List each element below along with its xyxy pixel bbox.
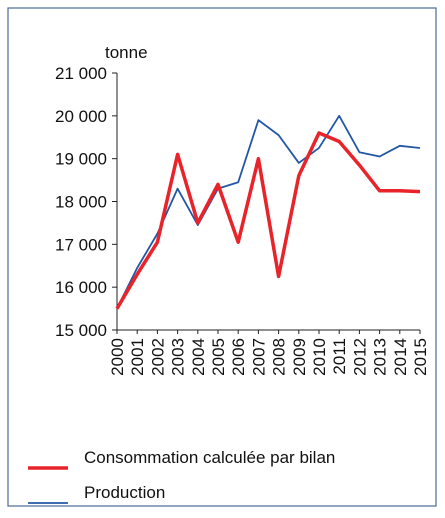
x-tick-label: 2002 <box>148 338 167 376</box>
x-tick-label: 2003 <box>169 338 188 376</box>
frame <box>7 7 437 507</box>
x-tick-label: 2011 <box>330 338 349 375</box>
x-tick-label: 2009 <box>290 338 309 376</box>
x-tick-label: 2005 <box>209 338 228 376</box>
y-tick-label: 18 000 <box>55 193 107 212</box>
y-tick-label: 19 000 <box>55 150 107 169</box>
y-tick-label: 16 000 <box>55 278 107 297</box>
x-tick-label: 2013 <box>371 338 390 376</box>
y-tick-label: 17 000 <box>55 235 107 254</box>
x-tick-label: 2012 <box>350 338 369 376</box>
x-tick-label: 2000 <box>108 338 127 376</box>
y-axis-unit: tonne <box>105 43 148 62</box>
x-tick-label: 2006 <box>229 338 248 376</box>
x-tick-label: 2007 <box>249 338 268 376</box>
y-tick-label: 20 000 <box>55 107 107 126</box>
y-tick-label: 15 000 <box>55 321 107 340</box>
x-tick-label: 2008 <box>270 338 289 376</box>
series-line <box>116 114 421 309</box>
series-line <box>115 131 421 310</box>
x-tick-label: 2004 <box>189 338 208 376</box>
y-tick-label: 21 000 <box>55 64 107 83</box>
x-tick-label: 2001 <box>128 338 147 376</box>
x-tick-label: 2010 <box>310 338 329 376</box>
x-tick-label: 2014 <box>391 338 410 376</box>
legend-label: Consommation calculée par bilan <box>84 448 335 467</box>
legend-label: Production <box>84 483 165 502</box>
x-tick-label: 2015 <box>411 338 430 376</box>
